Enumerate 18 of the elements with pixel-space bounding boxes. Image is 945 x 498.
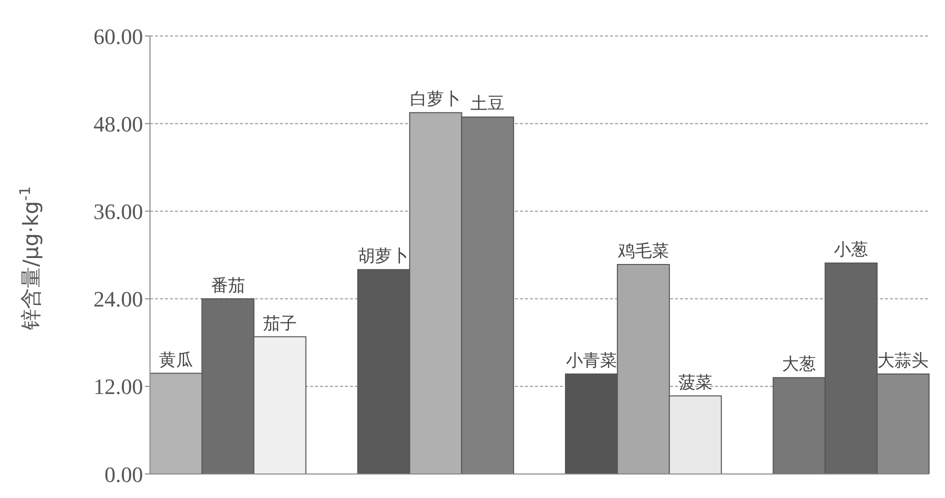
x-tick-label: 小青菜 — [566, 350, 617, 371]
x-tick-label: 菠菜 — [678, 372, 712, 393]
x-tick-label: 茄子 — [262, 314, 297, 334]
x-tick-label: 番茄 — [210, 276, 245, 296]
y-tick-label: 36.00 — [94, 199, 143, 224]
y-tick-label: 60.00 — [94, 24, 143, 49]
x-tick-label: 白萝卜 — [410, 90, 462, 110]
y-tick-label: 0.00 — [104, 462, 143, 487]
y-tick-label: 24.00 — [94, 286, 143, 312]
x-tick-label: 鸡毛菜 — [616, 241, 669, 262]
x-tick-label: 大葱 — [782, 354, 816, 375]
x-tick-label: 黄瓜 — [159, 350, 193, 370]
x-tick-label: 胡萝卜 — [358, 246, 410, 267]
x-tick-label: 土豆 — [470, 94, 505, 114]
x-tick-label: 小葱 — [834, 240, 868, 260]
y-tick-label: 48.00 — [94, 111, 143, 136]
y-tick-label: 12.00 — [94, 374, 143, 400]
x-tick-label: 大蒜头 — [878, 350, 929, 371]
